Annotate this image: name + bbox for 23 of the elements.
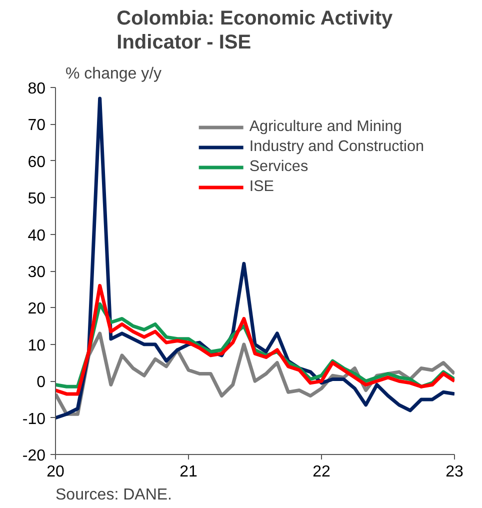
legend-label: ISE (249, 178, 274, 196)
y-tick-label: 30 (28, 264, 46, 281)
y-tick-label: 50 (28, 190, 46, 208)
x-tick-label: 20 (46, 464, 64, 480)
y-tick-label: 10 (28, 337, 46, 354)
y-tick-label: -10 (22, 410, 46, 428)
x-tick-label: 22 (312, 464, 330, 480)
y-tick-label: 70 (28, 117, 46, 134)
source-note: Sources: DANE. (56, 486, 172, 504)
line-series (56, 284, 454, 396)
legend-label: Industry and Construction (249, 138, 424, 156)
y-tick-label: 0 (36, 374, 46, 392)
x-tick-label: 23 (446, 464, 464, 480)
y-tick-label: 60 (28, 154, 46, 171)
y-tick-label: 20 (28, 300, 46, 318)
y-tick-label: 80 (28, 80, 46, 98)
legend-label: Services (249, 158, 308, 176)
y-tick-label: 40 (28, 227, 46, 244)
y-axis-title: % change y/y (66, 66, 162, 82)
x-tick-label: 21 (180, 464, 198, 480)
chart-title: Colombia: Economic Activity Indicator - ISE (116, 7, 394, 54)
y-tick-label: -20 (22, 448, 46, 464)
legend-label: Agriculture and Mining (249, 118, 402, 136)
